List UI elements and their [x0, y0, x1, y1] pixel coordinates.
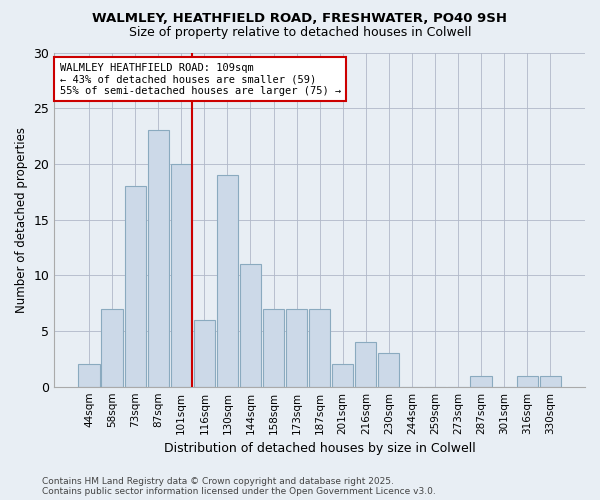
Bar	[170, 164, 192, 386]
Bar	[286, 308, 307, 386]
Bar	[309, 308, 330, 386]
Bar	[332, 364, 353, 386]
Bar	[125, 186, 146, 386]
X-axis label: Distribution of detached houses by size in Colwell: Distribution of detached houses by size …	[164, 442, 476, 455]
Bar	[217, 175, 238, 386]
Bar	[470, 376, 491, 386]
Bar	[194, 320, 215, 386]
Text: WALMLEY, HEATHFIELD ROAD, FRESHWATER, PO40 9SH: WALMLEY, HEATHFIELD ROAD, FRESHWATER, PO…	[92, 12, 508, 26]
Text: WALMLEY HEATHFIELD ROAD: 109sqm
← 43% of detached houses are smaller (59)
55% of: WALMLEY HEATHFIELD ROAD: 109sqm ← 43% of…	[59, 62, 341, 96]
Text: Contains public sector information licensed under the Open Government Licence v3: Contains public sector information licen…	[42, 487, 436, 496]
Y-axis label: Number of detached properties: Number of detached properties	[15, 126, 28, 312]
Text: Contains HM Land Registry data © Crown copyright and database right 2025.: Contains HM Land Registry data © Crown c…	[42, 477, 394, 486]
Text: Size of property relative to detached houses in Colwell: Size of property relative to detached ho…	[129, 26, 471, 39]
Bar	[101, 308, 122, 386]
Bar	[355, 342, 376, 386]
Bar	[539, 376, 561, 386]
Bar	[263, 308, 284, 386]
Bar	[240, 264, 261, 386]
Bar	[517, 376, 538, 386]
Bar	[79, 364, 100, 386]
Bar	[148, 130, 169, 386]
Bar	[378, 354, 400, 386]
